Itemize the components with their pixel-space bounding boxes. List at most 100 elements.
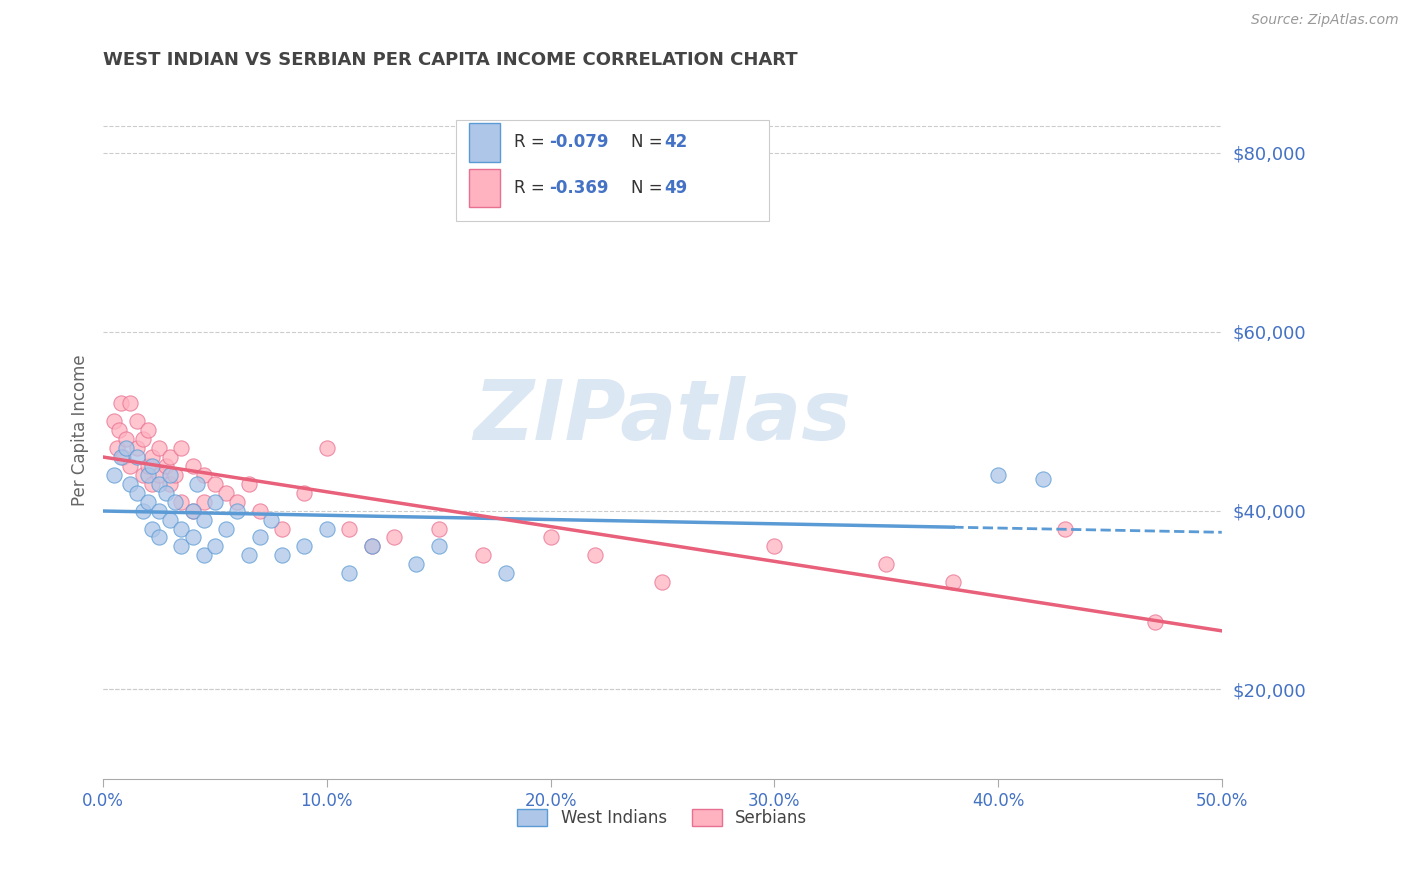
Point — [125, 485, 148, 500]
Point — [360, 540, 382, 554]
Point — [141, 450, 163, 464]
Point — [159, 476, 181, 491]
Text: Source: ZipAtlas.com: Source: ZipAtlas.com — [1251, 13, 1399, 28]
Point — [249, 531, 271, 545]
Point — [132, 432, 155, 446]
Point — [193, 467, 215, 482]
Point — [125, 441, 148, 455]
Text: 49: 49 — [665, 178, 688, 197]
Point — [159, 450, 181, 464]
Point — [136, 467, 159, 482]
FancyBboxPatch shape — [456, 120, 769, 221]
Point — [110, 396, 132, 410]
Point — [271, 521, 294, 535]
Text: -0.369: -0.369 — [550, 178, 609, 197]
Legend: West Indians, Serbians: West Indians, Serbians — [510, 802, 814, 833]
Point — [271, 549, 294, 563]
Point — [155, 458, 177, 473]
Point — [315, 441, 337, 455]
Point — [141, 521, 163, 535]
Text: N =: N = — [631, 134, 668, 152]
Point — [141, 476, 163, 491]
Point — [103, 467, 125, 482]
Point — [427, 521, 450, 535]
Point — [132, 503, 155, 517]
Text: WEST INDIAN VS SERBIAN PER CAPITA INCOME CORRELATION CHART: WEST INDIAN VS SERBIAN PER CAPITA INCOME… — [103, 51, 797, 69]
Point — [238, 476, 260, 491]
Point — [1032, 472, 1054, 486]
Point — [118, 476, 141, 491]
Point — [132, 467, 155, 482]
Point — [136, 494, 159, 508]
Point — [193, 494, 215, 508]
Point — [159, 512, 181, 526]
Point — [181, 531, 204, 545]
Point — [763, 540, 786, 554]
Point — [163, 494, 186, 508]
Point — [148, 531, 170, 545]
Point — [141, 458, 163, 473]
Point — [112, 450, 135, 464]
Point — [215, 485, 238, 500]
Point — [186, 476, 208, 491]
Text: R =: R = — [513, 178, 550, 197]
Point — [118, 396, 141, 410]
Point — [1054, 521, 1077, 535]
Point — [427, 540, 450, 554]
Point — [405, 558, 427, 572]
Point — [238, 549, 260, 563]
Point — [540, 531, 562, 545]
Point — [110, 450, 132, 464]
Point — [204, 476, 226, 491]
Point — [215, 521, 238, 535]
Point — [114, 441, 136, 455]
Text: N =: N = — [631, 178, 668, 197]
Point — [105, 441, 128, 455]
Text: R =: R = — [513, 134, 550, 152]
Point — [651, 575, 673, 590]
Point — [163, 467, 186, 482]
Point — [155, 485, 177, 500]
Point — [148, 476, 170, 491]
Point — [226, 494, 249, 508]
Point — [170, 441, 193, 455]
Point — [193, 549, 215, 563]
Point — [875, 558, 897, 572]
Point — [337, 521, 360, 535]
Point — [148, 467, 170, 482]
Point — [583, 549, 606, 563]
Point — [204, 540, 226, 554]
Point — [193, 512, 215, 526]
Point — [114, 432, 136, 446]
Point — [294, 485, 316, 500]
Point — [181, 503, 204, 517]
Point — [148, 503, 170, 517]
Point — [382, 531, 405, 545]
Point — [170, 521, 193, 535]
Point — [294, 540, 316, 554]
Point — [495, 566, 517, 581]
Point — [125, 414, 148, 428]
Point — [472, 549, 495, 563]
Point — [337, 566, 360, 581]
Text: 42: 42 — [665, 134, 688, 152]
Point — [1143, 615, 1166, 630]
Point — [125, 450, 148, 464]
Point — [360, 540, 382, 554]
Point — [249, 503, 271, 517]
Y-axis label: Per Capita Income: Per Capita Income — [72, 354, 89, 506]
Point — [181, 458, 204, 473]
FancyBboxPatch shape — [470, 123, 501, 161]
Point — [103, 414, 125, 428]
FancyBboxPatch shape — [470, 169, 501, 207]
Point — [260, 512, 283, 526]
Point — [315, 521, 337, 535]
Point — [136, 458, 159, 473]
Point — [118, 458, 141, 473]
Point — [148, 441, 170, 455]
Point — [226, 503, 249, 517]
Point — [170, 540, 193, 554]
Text: -0.079: -0.079 — [550, 134, 609, 152]
Point — [136, 423, 159, 437]
Point — [942, 575, 965, 590]
